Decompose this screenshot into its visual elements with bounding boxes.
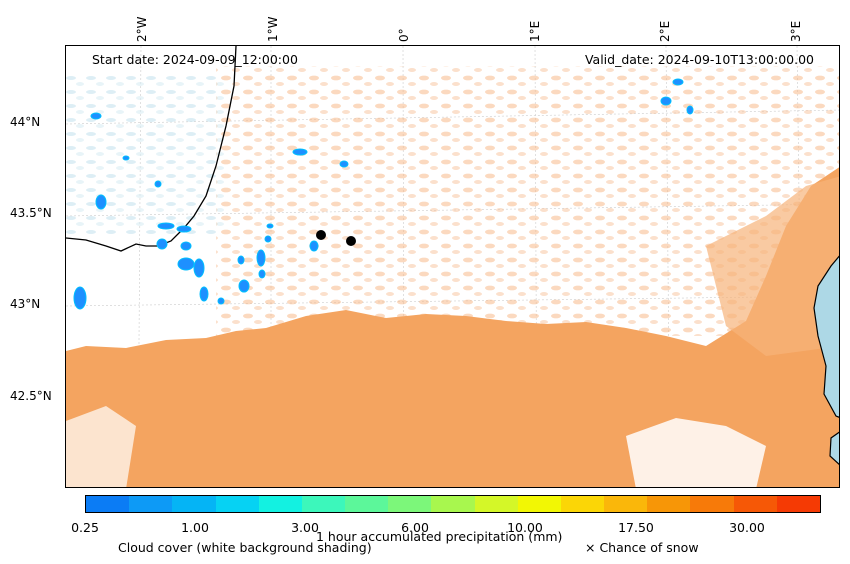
colorbar-tick-2: 3.00	[291, 520, 319, 535]
colorbar-tick-6: 30.00	[729, 520, 765, 535]
location-point-2	[346, 236, 356, 246]
longitude-label-0: 2°W	[135, 16, 149, 43]
colorbar-swatch-0	[86, 496, 130, 512]
colorbar-swatch-9	[474, 496, 518, 512]
sea-east	[813, 255, 839, 418]
latitude-label-42-5: 42.5°N	[10, 389, 52, 403]
start-date: Start date: 2024-09-09_12:00:00	[92, 52, 298, 67]
valid-date: Valid_date: 2024-09-10T13:00:00.00	[584, 52, 814, 67]
cloud-cover-east	[706, 176, 839, 356]
colorbar-swatch-4	[258, 496, 302, 512]
colorbar	[85, 495, 821, 513]
map-canvas	[66, 46, 839, 487]
colorbar-tick-3: 6.00	[401, 520, 429, 535]
colorbar-tick-5: 17.50	[618, 520, 654, 535]
longitude-label-3: 1°E	[528, 20, 542, 42]
colorbar-tick-1: 1.00	[181, 520, 209, 535]
latitude-label-43: 43°N	[10, 297, 41, 311]
colorbar-tick-4: 10.00	[507, 520, 543, 535]
cloud-field-sea	[66, 76, 226, 236]
sea-east-small	[829, 431, 839, 465]
longitude-label-5: 3°E	[789, 20, 803, 42]
longitude-label-4: 2°E	[658, 20, 672, 42]
colorbar-swatch-6	[345, 496, 389, 512]
colorbar-swatch-2	[172, 496, 216, 512]
cloud-gap	[626, 418, 766, 487]
colorbar-swatch-3	[215, 496, 259, 512]
cloud-cover-legend: Cloud cover (white background shading)	[118, 540, 372, 555]
latitude-label-44: 44°N	[10, 115, 41, 129]
colorbar-swatch-15	[733, 496, 777, 512]
longitude-label-1: 1°W	[266, 16, 280, 43]
colorbar-swatch-12	[604, 496, 648, 512]
colorbar-swatch-13	[647, 496, 691, 512]
snow-legend: × Chance of snow	[585, 540, 699, 555]
colorbar-label: 1 hour accumulated precipitation (mm)	[316, 529, 563, 544]
colorbar-tick-0: 0.25	[71, 520, 99, 535]
longitude-label-2: 0°	[397, 28, 411, 42]
cloud-gap-2	[66, 406, 136, 487]
location-point-1	[316, 230, 326, 240]
colorbar-swatch-5	[301, 496, 346, 512]
colorbar-swatch-16	[776, 496, 820, 512]
colorbar-swatch-10	[517, 496, 561, 512]
colorbar-swatch-1	[129, 496, 173, 512]
precipitation-cells	[73, 78, 694, 310]
map-frame[interactable]	[65, 45, 840, 488]
latitude-label-43-5: 43.5°N	[10, 206, 52, 220]
colorbar-swatch-14	[690, 496, 734, 512]
colorbar-swatch-8	[431, 496, 475, 512]
coastline-west	[66, 46, 237, 252]
cloud-cover-dense	[66, 167, 839, 487]
colorbar-swatch-11	[560, 496, 605, 512]
colorbar-swatch-7	[388, 496, 432, 512]
